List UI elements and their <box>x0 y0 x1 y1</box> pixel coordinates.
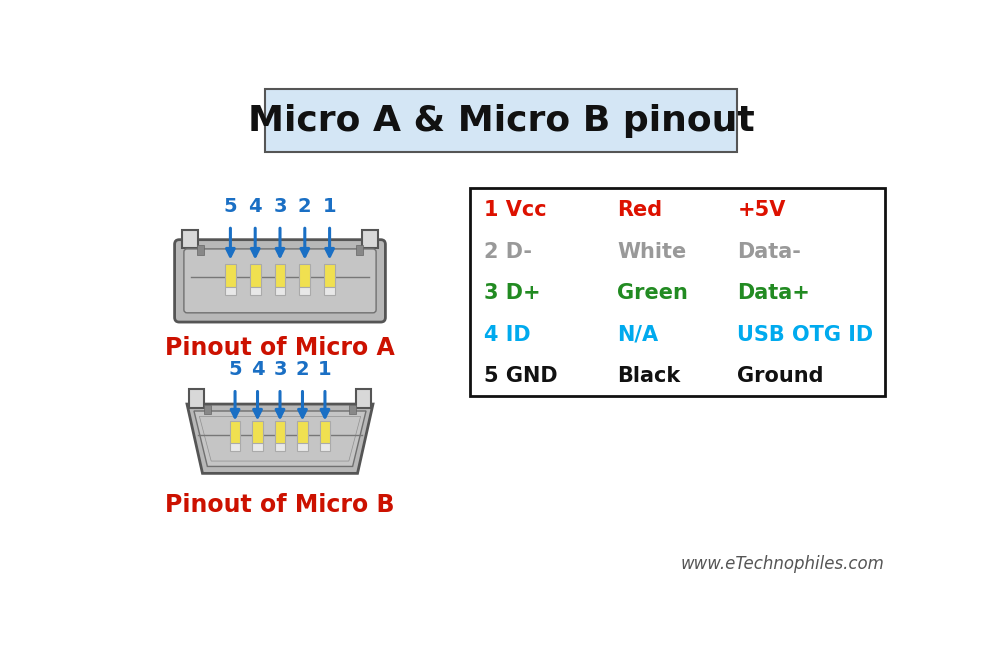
Text: Data+: Data+ <box>737 283 810 303</box>
FancyBboxPatch shape <box>182 230 198 248</box>
FancyBboxPatch shape <box>275 287 285 295</box>
FancyBboxPatch shape <box>275 443 285 451</box>
FancyBboxPatch shape <box>225 287 236 295</box>
Text: USB OTG ID: USB OTG ID <box>737 325 873 345</box>
Text: 3: 3 <box>273 197 287 216</box>
Text: 4: 4 <box>251 360 264 379</box>
FancyBboxPatch shape <box>184 249 376 313</box>
FancyBboxPatch shape <box>470 189 885 396</box>
Text: 2 D-: 2 D- <box>484 242 532 262</box>
FancyBboxPatch shape <box>275 421 285 444</box>
Text: White: White <box>617 242 686 262</box>
FancyBboxPatch shape <box>362 230 378 248</box>
Text: Red: Red <box>617 200 662 220</box>
Polygon shape <box>199 417 361 461</box>
Text: 3: 3 <box>273 360 287 379</box>
Text: 2: 2 <box>298 197 312 216</box>
Text: Black: Black <box>617 366 680 387</box>
FancyBboxPatch shape <box>225 264 236 287</box>
FancyBboxPatch shape <box>250 264 261 287</box>
Text: Pinout of Micro B: Pinout of Micro B <box>165 492 395 517</box>
FancyBboxPatch shape <box>299 264 310 287</box>
FancyBboxPatch shape <box>324 287 335 295</box>
Text: 5: 5 <box>228 360 242 379</box>
FancyBboxPatch shape <box>349 406 356 414</box>
Text: 5: 5 <box>224 197 237 216</box>
FancyBboxPatch shape <box>252 443 263 451</box>
FancyBboxPatch shape <box>252 421 263 444</box>
FancyBboxPatch shape <box>297 421 308 444</box>
Text: 4 ID: 4 ID <box>484 325 530 345</box>
FancyBboxPatch shape <box>320 421 330 444</box>
FancyBboxPatch shape <box>264 89 737 152</box>
Text: 1 Vcc: 1 Vcc <box>484 200 546 220</box>
FancyBboxPatch shape <box>230 421 240 444</box>
Text: 1: 1 <box>318 360 332 379</box>
FancyBboxPatch shape <box>299 287 310 295</box>
Text: Green: Green <box>617 283 688 303</box>
FancyBboxPatch shape <box>356 389 371 408</box>
Text: +5V: +5V <box>737 200 786 220</box>
Text: Pinout of Micro A: Pinout of Micro A <box>165 336 395 360</box>
Text: 4: 4 <box>248 197 262 216</box>
FancyBboxPatch shape <box>356 246 363 255</box>
Text: Micro A & Micro B pinout: Micro A & Micro B pinout <box>248 104 754 138</box>
Text: www.eTechnophiles.com: www.eTechnophiles.com <box>681 556 885 573</box>
Text: 5 GND: 5 GND <box>484 366 557 387</box>
FancyBboxPatch shape <box>324 264 335 287</box>
FancyBboxPatch shape <box>320 443 330 451</box>
FancyBboxPatch shape <box>297 443 308 451</box>
FancyBboxPatch shape <box>250 287 261 295</box>
Text: N/A: N/A <box>617 325 658 345</box>
FancyBboxPatch shape <box>175 240 385 322</box>
Text: Data-: Data- <box>737 242 801 262</box>
Text: 1: 1 <box>323 197 336 216</box>
Polygon shape <box>194 411 366 466</box>
FancyBboxPatch shape <box>230 443 240 451</box>
FancyBboxPatch shape <box>275 264 285 287</box>
Text: Ground: Ground <box>737 366 824 387</box>
Text: 3 D+: 3 D+ <box>484 283 540 303</box>
FancyBboxPatch shape <box>204 406 211 414</box>
FancyBboxPatch shape <box>189 389 204 408</box>
FancyBboxPatch shape <box>197 246 204 255</box>
Polygon shape <box>187 404 373 473</box>
Text: 2: 2 <box>296 360 309 379</box>
